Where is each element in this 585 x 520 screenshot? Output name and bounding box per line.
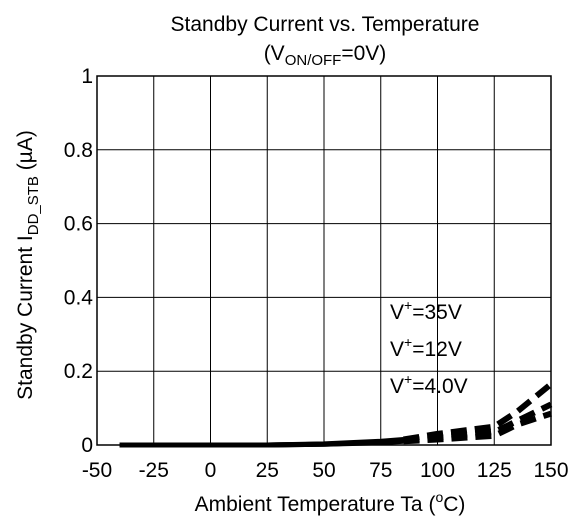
y-tick-label: 0.8 — [64, 139, 93, 162]
x-tick-label: 150 — [533, 459, 568, 482]
series-layer — [119, 381, 553, 448]
subtitle-prefix: (V — [264, 42, 285, 65]
legend-suffix: =35V — [412, 301, 462, 324]
legend-suffix: =4.0V — [412, 375, 467, 398]
plot-frame — [96, 75, 552, 446]
legend-prefix: V — [390, 338, 404, 361]
x-tick-label: 0 — [205, 459, 217, 482]
x-tick-label: 100 — [420, 459, 455, 482]
x-tick-label: 75 — [369, 459, 392, 482]
legend-suffix: =12V — [412, 338, 462, 361]
legend-prefix: V — [390, 375, 404, 398]
grid — [97, 76, 551, 445]
legend-entry: V+=12V — [390, 334, 462, 361]
y-axis-label: Standby Current IDD_STB (µA) — [14, 130, 42, 400]
x-tick-label: 50 — [312, 459, 335, 482]
y-tick-label: 0.2 — [64, 360, 93, 383]
y-tick-label: 0.6 — [64, 213, 93, 236]
series-line-extrapolated — [403, 401, 553, 444]
x-tick-label: 125 — [477, 459, 512, 482]
subtitle-subscript: ON/OFF — [285, 52, 342, 69]
x-axis-label: Ambient Temperature Ta (oC) — [195, 489, 466, 516]
x-tick-label: -25 — [139, 459, 169, 482]
x-tick-label: -50 — [82, 459, 112, 482]
legend-superscript: + — [404, 334, 412, 350]
y-axis-label-suffix: (µA) — [14, 130, 37, 176]
series-line-extrapolated — [403, 381, 553, 443]
y-tick-label: 0.4 — [64, 286, 94, 309]
x-axis-label-main: Ambient Temperature Ta ( — [195, 493, 436, 516]
x-axis-label-superscript: o — [435, 489, 443, 505]
y-axis-label-main: Standby Current I — [14, 235, 37, 400]
y-tick-label: 1 — [81, 65, 93, 88]
legend-entry: V+=4.0V — [390, 371, 468, 398]
subtitle-suffix: =0V) — [341, 42, 386, 65]
legend-entry: V+=35V — [390, 297, 462, 324]
chart-title: Standby Current vs. Temperature — [171, 13, 480, 36]
y-axis-label-subscript: DD_STB — [25, 176, 42, 235]
tick-labels: -50 -25 0 25 50 75 100 125 150 0 0.2 0.4 0.6 0.8 1 — [64, 65, 569, 482]
y-tick-label: 0 — [81, 434, 93, 457]
x-axis-label-suffix: C) — [443, 493, 465, 516]
chart-subtitle: (VON/OFF=0V) — [264, 42, 387, 69]
legend-superscript: + — [404, 297, 412, 313]
legend-superscript: + — [404, 371, 412, 387]
x-tick-label: 25 — [256, 459, 279, 482]
series-line-extrapolated — [403, 410, 552, 445]
legend-prefix: V — [390, 301, 404, 324]
